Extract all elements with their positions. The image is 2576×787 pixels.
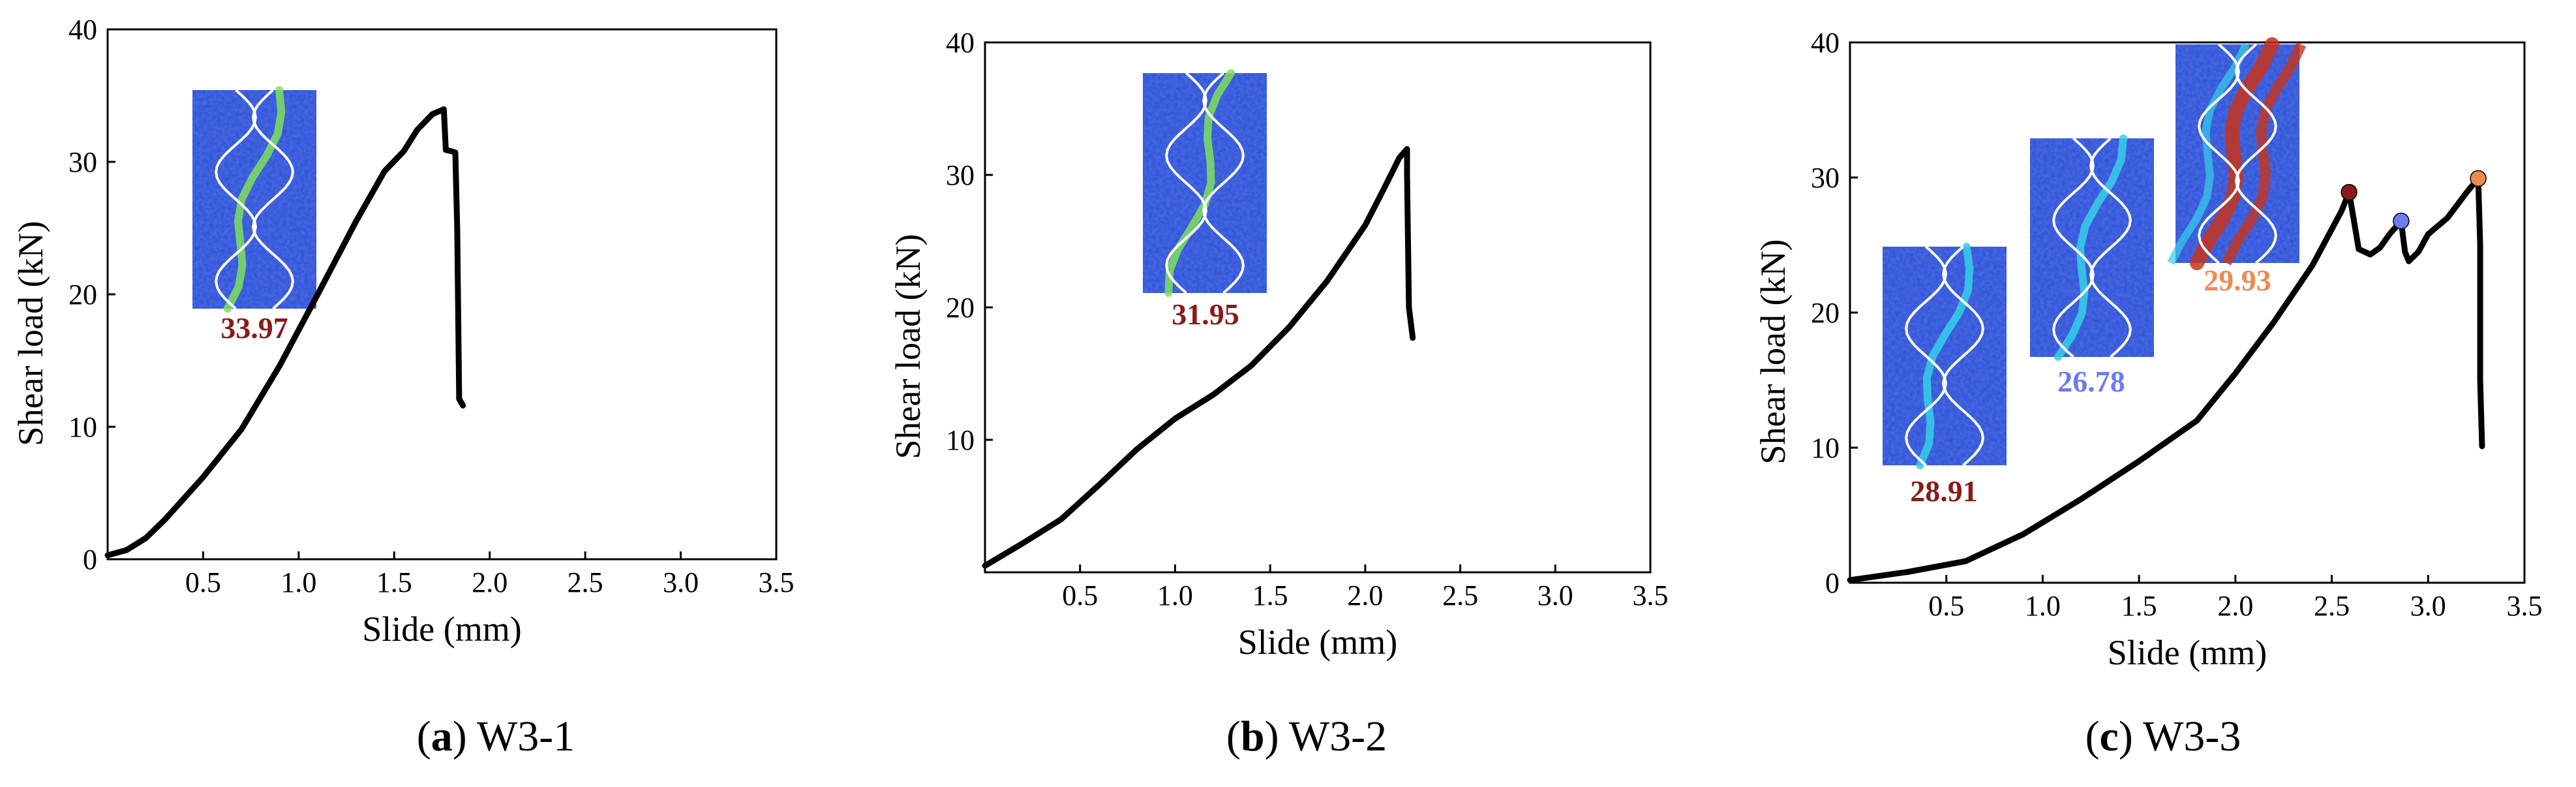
inset-texture xyxy=(1883,247,2007,465)
x-tick-label: 1.5 xyxy=(376,566,412,598)
caption-paren: ( xyxy=(1226,713,1241,760)
caption-letter: c xyxy=(2100,713,2119,760)
y-tick-label: 10 xyxy=(68,411,97,443)
peak-marker xyxy=(2470,170,2487,187)
dic-inset-image xyxy=(192,86,316,313)
y-tick-label: 30 xyxy=(1811,162,1840,194)
dic-inset-image xyxy=(2167,37,2307,270)
load-slide-curve xyxy=(1847,175,2485,583)
dic-inset-image xyxy=(1143,69,1267,297)
inset-texture xyxy=(2030,138,2154,357)
x-tick-label: 2.0 xyxy=(1347,579,1383,611)
inset-crack xyxy=(2189,37,2280,270)
inset-wire-line xyxy=(215,89,257,310)
panel-caption: (b) W3-2 xyxy=(1226,713,1387,760)
caption-paren: ( xyxy=(2085,713,2100,760)
inset-crack xyxy=(2221,42,2307,266)
load-slide-curve xyxy=(104,106,466,559)
chart-b: 0.5 1.0 1.5 2.0 2.5 3.0 3.5 10 20 30 40 Slide (mm) S… xyxy=(888,27,1669,760)
inset-texture xyxy=(1143,73,1267,293)
x-tick-label: 3.5 xyxy=(759,566,795,598)
x-axis-title: Slide (mm) xyxy=(362,610,521,649)
y-axis-title: Shear load (kN) xyxy=(888,234,928,459)
inset-wire-line xyxy=(1942,245,1984,467)
x-tick-label: 3.5 xyxy=(1633,579,1669,611)
peak-value-label: 26.78 xyxy=(2057,365,2125,398)
y-axis-title: Shear load (kN) xyxy=(1753,239,1793,465)
y-tick-label: 40 xyxy=(1811,27,1840,59)
peak-value-label: 28.91 xyxy=(1910,474,1978,508)
inset-wire-line xyxy=(2198,43,2240,264)
y-tick-label: 10 xyxy=(946,424,975,456)
peak-marker xyxy=(2393,212,2410,230)
peak-value-label: 31.95 xyxy=(1172,298,1239,331)
inset-wire-line xyxy=(1202,72,1245,294)
peak-marker xyxy=(2341,183,2357,201)
x-tick-label: 3.0 xyxy=(1538,579,1573,611)
inset-crack xyxy=(1164,69,1235,297)
chart-a: 0.5 1.0 1.5 2.0 2.5 3.0 3.5 0 10 20 30 40 Slide (mm)… xyxy=(11,14,795,760)
y-tick-label: 0 xyxy=(1825,567,1840,599)
caption-paren: ) xyxy=(453,713,477,760)
inset-wire-line xyxy=(1905,245,1947,467)
x-tick-label: 2.0 xyxy=(2217,590,2253,622)
x-tick-label: 2.5 xyxy=(1442,579,1478,611)
inset-texture xyxy=(192,90,316,309)
peak-value-label: 33.97 xyxy=(220,311,288,345)
inset-crack xyxy=(2167,42,2250,265)
x-tick-label: 1.0 xyxy=(280,566,316,598)
y-tick-label: 30 xyxy=(946,159,975,191)
x-tick-label: 1.0 xyxy=(2025,590,2061,622)
caption-paren: ) xyxy=(1265,713,1289,760)
x-axis-title: Slide (mm) xyxy=(2108,633,2267,672)
chart-c: 0.5 1.0 1.5 2.0 2.5 3.0 3.5 0 10 20 30 40 Slide (mm)… xyxy=(1753,27,2543,760)
inset-wire-line xyxy=(252,89,294,310)
caption-letter: b xyxy=(1241,713,1265,760)
caption-paren: ( xyxy=(417,713,431,760)
x-tick-label: 0.5 xyxy=(185,566,221,598)
x-tick-label: 3.0 xyxy=(2410,590,2446,622)
inset-wire-line xyxy=(2235,43,2277,264)
x-tick-label: 1.0 xyxy=(1157,579,1193,611)
y-tick-label: 20 xyxy=(946,292,975,324)
x-tick-label: 2.0 xyxy=(472,566,508,598)
load-slide-curve xyxy=(982,146,1416,569)
caption-name: W3-3 xyxy=(2143,713,2241,760)
caption-paren: ) xyxy=(2119,713,2143,760)
x-tick-label: 0.5 xyxy=(1928,590,1964,622)
y-tick-label: 40 xyxy=(946,27,975,59)
x-tick-label: 2.5 xyxy=(2314,590,2350,622)
inset-wire-line xyxy=(1165,72,1207,294)
y-axis-title: Shear load (kN) xyxy=(11,221,50,446)
x-axis-title: Slide (mm) xyxy=(1238,623,1397,662)
x-tick-label: 0.5 xyxy=(1062,579,1098,611)
x-tick-label: 1.5 xyxy=(2121,590,2157,622)
caption-name: W3-1 xyxy=(477,713,575,760)
inset-crack xyxy=(223,86,286,313)
inset-crack xyxy=(2054,134,2127,361)
inset-wire-line xyxy=(2052,137,2095,358)
plot-area-frame xyxy=(984,41,1652,574)
y-tick-label: 20 xyxy=(1811,297,1840,329)
x-tick-label: 1.5 xyxy=(1252,579,1288,611)
inset-crack xyxy=(1916,243,1974,469)
y-tick-label: 40 xyxy=(68,14,97,46)
dic-inset-image xyxy=(2030,134,2154,361)
y-tick-label: 0 xyxy=(83,544,97,576)
peak-value-label: 29.93 xyxy=(2204,264,2271,297)
caption-name: W3-2 xyxy=(1289,713,1387,760)
y-tick-label: 30 xyxy=(68,146,97,178)
x-tick-label: 3.0 xyxy=(663,566,699,598)
panel-caption: (a) W3-1 xyxy=(417,713,575,760)
x-tick-label: 2.5 xyxy=(568,566,603,598)
inset-wire-line xyxy=(2089,137,2132,358)
y-tick-label: 10 xyxy=(1811,432,1840,464)
x-tick-label: 3.5 xyxy=(2507,590,2543,622)
caption-letter: a xyxy=(431,713,453,760)
y-tick-label: 20 xyxy=(68,279,97,311)
dic-inset-image xyxy=(1883,243,2007,469)
panel-caption: (c) W3-3 xyxy=(2085,713,2241,760)
